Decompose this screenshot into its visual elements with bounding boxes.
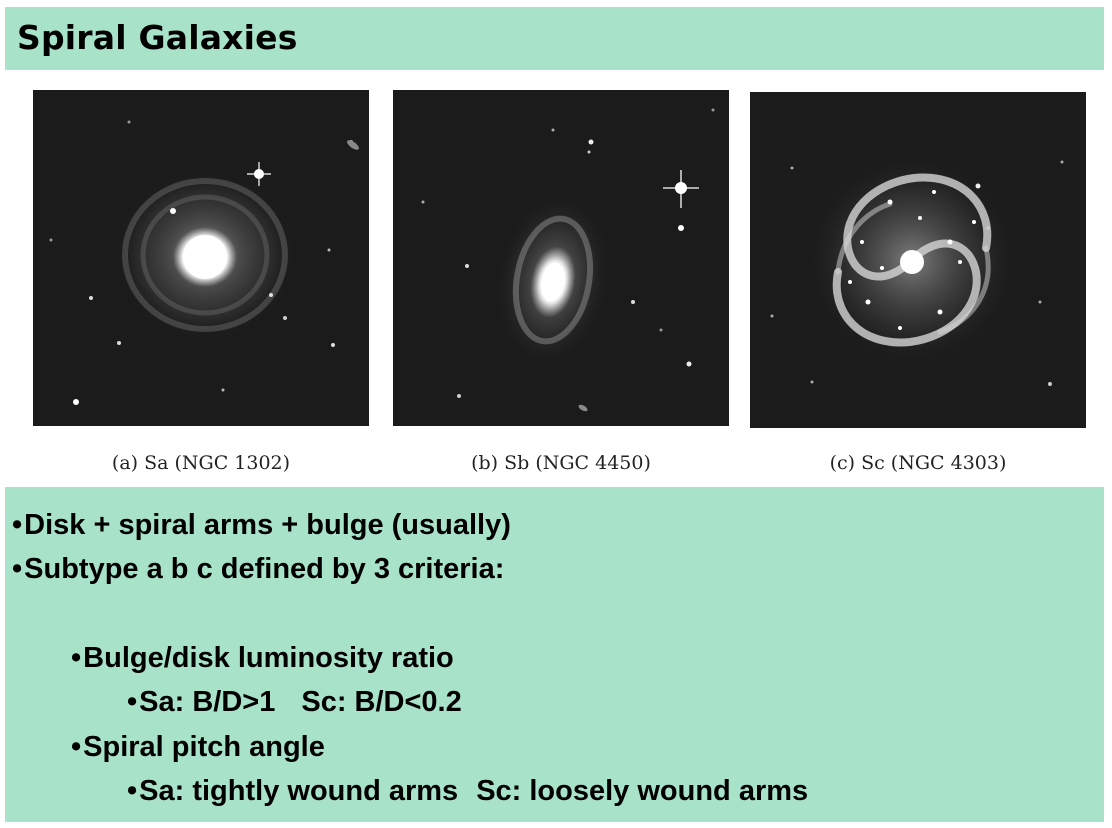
bullet-glyph: •	[12, 553, 23, 585]
bullet-glyph: •	[71, 731, 82, 763]
figure-caption-sa: (a) Sa (NGC 1302)	[111, 452, 291, 474]
bullet-glyph: •	[127, 686, 138, 718]
bullet-text: Subtype a b c defined by 3 criteria:	[24, 553, 505, 585]
galaxy-image-sc-svg	[750, 92, 1086, 428]
bullet-text: Bulge/disk luminosity ratio	[83, 642, 454, 674]
bullet-disk-arms-bulge: •Disk + spiral arms + bulge (usually)	[12, 509, 511, 542]
bullet-arm-winding: •Sa: tightly wound arms Sc: loosely wound…	[127, 775, 808, 808]
bullet-list-box: •Disk + spiral arms + bulge (usually) •S…	[5, 487, 1104, 822]
title-bar: Spiral Galaxies	[5, 7, 1104, 70]
bullet-text-sc: Sc: loosely wound arms	[476, 775, 809, 807]
bullet-text-sa: Sa: tightly wound arms	[139, 775, 459, 807]
galaxy-image-sa-svg	[33, 90, 369, 426]
figure-caption-sc: (c) Sc (NGC 4303)	[829, 452, 1007, 474]
bullet-glyph: •	[71, 642, 82, 674]
bullet-text: Disk + spiral arms + bulge (usually)	[24, 509, 511, 541]
bullet-glyph: •	[127, 775, 138, 807]
slide-title: Spiral Galaxies	[17, 18, 298, 57]
galaxy-image-sa	[33, 90, 369, 426]
bullet-text-sa: Sa: B/D>1	[139, 686, 276, 718]
bullet-text-sc: Sc: B/D<0.2	[301, 686, 462, 718]
bullet-bulge-disk-ratio: •Bulge/disk luminosity ratio	[71, 642, 454, 675]
galaxy-image-sb-svg	[393, 90, 729, 426]
galaxy-figure: (a) Sa (NGC 1302) (b) Sb (NGC 4450) (c) …	[0, 70, 1112, 486]
figure-caption-sb: (b) Sb (NGC 4450)	[471, 452, 651, 474]
galaxy-image-sb	[393, 90, 729, 426]
galaxy-image-sc	[750, 92, 1086, 428]
bullet-glyph: •	[12, 509, 23, 541]
bullet-bd-values: •Sa: B/D>1 Sc: B/D<0.2	[127, 686, 462, 719]
bullet-subtype-criteria: •Subtype a b c defined by 3 criteria:	[12, 553, 504, 586]
bullet-text: Spiral pitch angle	[83, 731, 325, 763]
bullet-pitch-angle: •Spiral pitch angle	[71, 731, 325, 764]
